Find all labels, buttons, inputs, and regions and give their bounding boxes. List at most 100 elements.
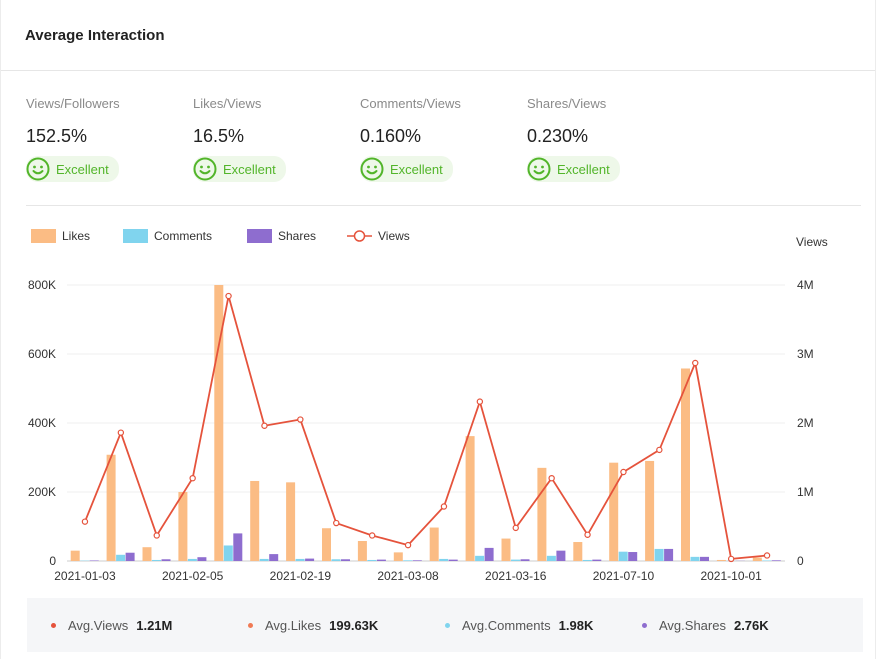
metric-label: Comments/Views [360,96,461,111]
likes-bar [681,368,690,561]
smile-icon [26,157,50,181]
stat-label: Avg.Views [68,617,129,633]
legend-item-likes[interactable]: Likes [31,229,123,243]
comments-bar [223,545,233,561]
views-point [81,518,89,525]
section-divider [26,205,861,206]
shares-bar [592,559,602,561]
comments-dot [445,622,450,628]
likes-bar [250,480,260,561]
legend-item-views[interactable]: Views [347,229,410,243]
shares-bar [771,560,781,561]
comments-bar [762,560,772,561]
likes-bar [214,285,224,561]
views-point [692,359,699,367]
shares-bar [520,559,530,561]
views-point [297,416,304,423]
likes-bar [501,538,511,561]
views-point [727,555,735,563]
x-tick-label: 2021-02-19 [270,569,332,583]
comments-bar [439,558,449,561]
stat-avg-likes: Avg.Likes 199.63K [248,618,421,633]
likes-bar [609,462,619,561]
x-tick-label: 2021-03-16 [485,569,547,583]
metric-label: Views/Followers [26,96,120,111]
right-tick-label: 4M [797,278,814,292]
rating-label: Excellent [223,161,276,177]
comments-bar [475,555,485,561]
shares-bar [376,559,386,561]
metric-value: 152.5% [26,126,88,146]
metric-label: Shares/Views [527,96,607,111]
views-point [656,446,663,454]
shares-bar [700,556,709,561]
shares-bar [233,533,243,561]
views-point [512,524,519,532]
x-tick-label: 2021-01-03 [54,569,116,583]
metric-likes-views: Likes/Views 16.5% Excellent [193,96,360,186]
likes-bar [357,540,367,561]
metric-value: 0.160% [360,126,422,146]
left-tick-label: 800K [28,278,56,292]
views-point [584,531,591,538]
x-tick-label: 2021-02-05 [162,569,224,583]
chart-legend: Likes Comments Shares Views [31,229,410,243]
comments-bar [187,558,197,561]
x-tick-label: 2021-07-10 [593,569,655,583]
comments-bar [654,548,664,561]
shares-bar [305,558,315,561]
right-tick-label: 1M [797,485,814,499]
rating-badge: Excellent [360,156,453,182]
views-point [225,292,232,300]
shares-dot [642,622,647,628]
likes-bar [322,528,331,561]
likes-bar [752,557,762,561]
shares-bar [628,552,638,561]
likes-bar [106,454,116,561]
metric-value: 0.230% [527,126,589,146]
stat-avg-comments: Avg.Comments 1.98K [445,618,618,633]
legend-label: Comments [154,229,213,243]
shares-bar [556,550,566,561]
metric-views-followers: Views/Followers 152.5% Excellent [26,96,193,186]
views-point [368,532,376,539]
views-point [261,422,268,429]
comments-bar [690,556,700,561]
likes-bar [645,460,655,561]
comments-bar [403,560,413,561]
likes-bar [465,436,475,561]
likes-bar [537,467,547,561]
views-point [476,398,484,405]
likes-swatch [31,229,56,243]
smile-icon [360,157,384,181]
comments-bar [367,559,377,561]
shares-swatch [247,229,272,243]
left-tick-label: 600K [28,347,56,361]
legend-item-shares[interactable]: Shares [247,229,347,243]
card-header: Average Interaction [1,0,875,71]
right-tick-label: 2M [797,416,814,430]
likes-bar [70,550,80,561]
stat-label: Avg.Comments [462,617,551,633]
right-tick-label: 0 [797,554,804,568]
comments-bar [116,554,126,561]
views-line [84,295,768,560]
stat-avg-views: Avg.Views 1.21M [51,618,224,633]
shares-bar [125,552,135,561]
comments-bar [259,558,269,561]
views-point [333,519,340,527]
smile-icon [193,157,217,181]
rating-label: Excellent [390,161,443,177]
legend-item-comments[interactable]: Comments [123,229,247,243]
stat-value: 1.21M [136,617,173,633]
likes-bar [429,527,439,561]
rating-badge: Excellent [527,156,620,182]
stat-value: 1.98K [558,617,594,633]
metric-comments-views: Comments/Views 0.160% Excellent [360,96,527,186]
line-marker-icon [347,230,372,242]
x-tick-label: 2021-10-01 [700,569,762,583]
comments-swatch [123,229,148,243]
rating-label: Excellent [56,161,109,177]
